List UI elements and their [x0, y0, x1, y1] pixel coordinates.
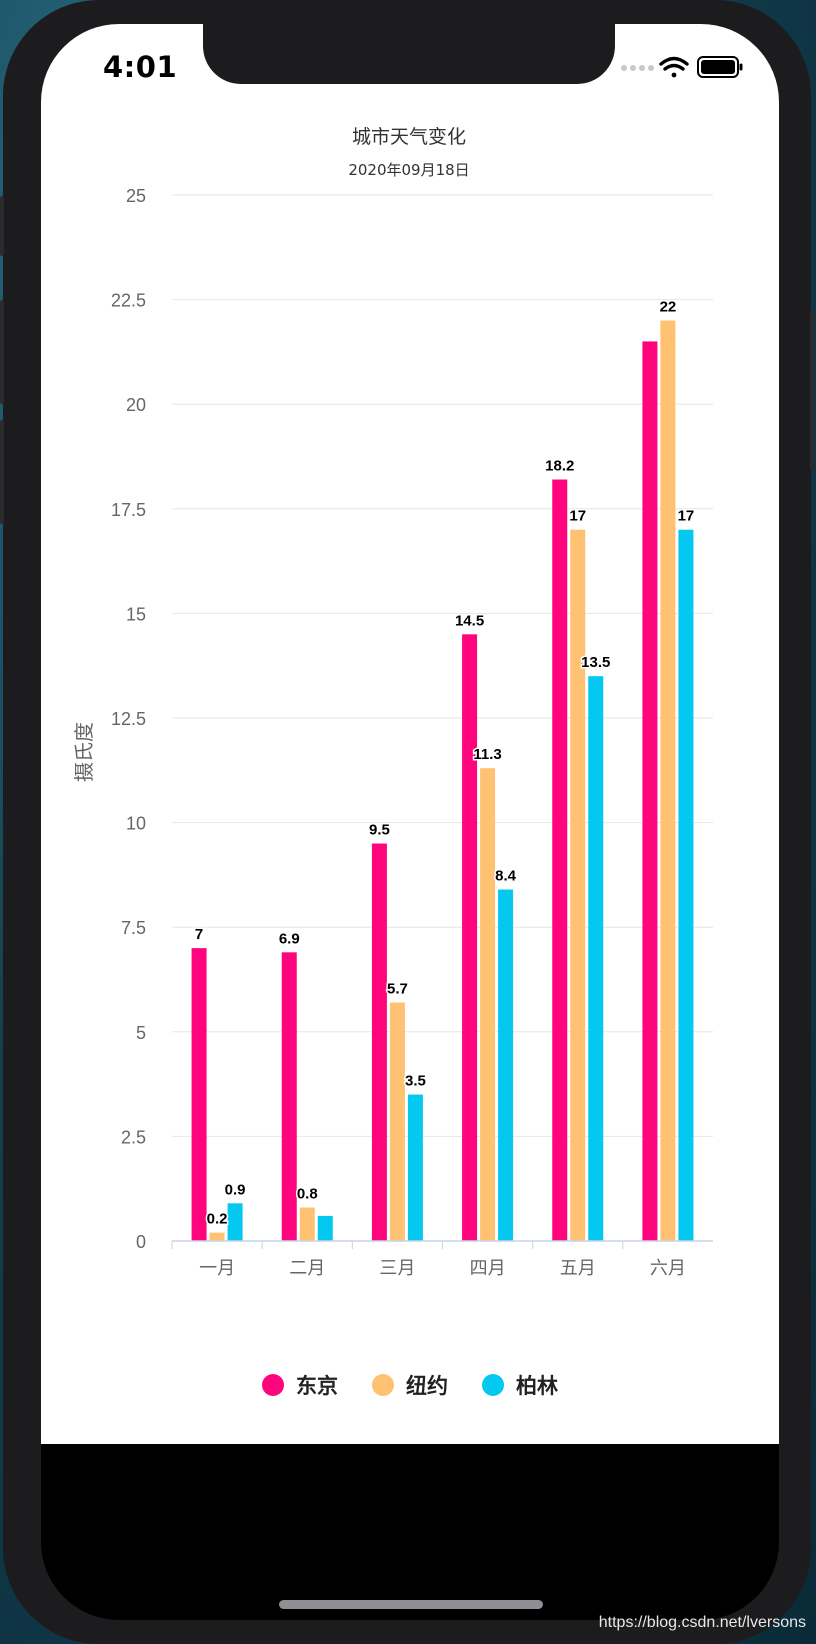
data-label: 22: [660, 299, 677, 316]
bar[interactable]: [191, 948, 207, 1241]
data-label: 8.4: [495, 868, 517, 885]
legend-label-newyork: 纽约: [406, 1374, 448, 1398]
legend-item-berlin[interactable]: 柏林: [482, 1370, 558, 1400]
data-label: 18.2: [545, 458, 574, 475]
x-tick-label: 三月: [379, 1258, 415, 1279]
y-tick-label: 15: [126, 604, 146, 624]
bar[interactable]: [552, 479, 568, 1242]
data-label: 0.2: [207, 1211, 228, 1228]
y-tick-label: 0: [136, 1232, 146, 1252]
battery-icon: [697, 56, 743, 78]
status-time: 4:01: [103, 50, 178, 84]
data-label: 3.5: [405, 1073, 426, 1090]
legend-dot-tokyo: [262, 1374, 284, 1396]
bar[interactable]: [678, 529, 694, 1241]
data-label: 17: [569, 508, 586, 525]
bar[interactable]: [660, 320, 676, 1241]
legend-label-berlin: 柏林: [516, 1374, 558, 1398]
screen: 城市天气变化 2020年09月18日 摄氏度 7 0.2 0.9 6.9 0.8 9.5 5…: [41, 24, 779, 1620]
data-label: 0.9: [225, 1181, 246, 1198]
volume-up-button: [0, 300, 4, 404]
data-label: 11.3: [473, 746, 501, 763]
axes: 0 2.5 5 7.5 10 12.5 15 17.5 20 22.5 25 一月 二月 三月 四月 五月 六月: [111, 186, 713, 1279]
home-indicator[interactable]: [279, 1600, 543, 1609]
y-tick-label: 7.5: [121, 918, 146, 938]
y-axis-label: 摄氏度: [72, 722, 96, 782]
chart-legend: 东京 纽约 柏林: [41, 1370, 779, 1400]
cellular-signal-icon: [621, 65, 654, 71]
bar-chart: 城市天气变化 2020年09月18日 摄氏度 7 0.2 0.9 6.9 0.8 9.5 5…: [72, 126, 713, 1279]
bar[interactable]: [570, 529, 586, 1241]
data-labels: 7 0.2 0.9 6.9 0.8 9.5 5.7 3.5 14.5 11.3 8.4 18.2 17 1…: [193, 297, 695, 1229]
bar[interactable]: [407, 1094, 423, 1241]
bar[interactable]: [480, 768, 496, 1241]
app-content: 城市天气变化 2020年09月18日 摄氏度 7 0.2 0.9 6.9 0.8 9.5 5…: [41, 24, 779, 1444]
y-tick-label: 20: [126, 395, 146, 415]
x-tick-label: 五月: [560, 1258, 596, 1279]
mute-switch: [0, 196, 4, 256]
power-button: [810, 310, 814, 470]
data-label: 9.5: [369, 822, 390, 839]
y-tick-label: 12.5: [111, 709, 146, 729]
watermark: https://blog.csdn.net/lversons: [598, 1614, 806, 1631]
legend-label-tokyo: 东京: [296, 1374, 338, 1398]
bar[interactable]: [281, 952, 297, 1241]
bar[interactable]: [299, 1207, 315, 1241]
bar[interactable]: [498, 889, 514, 1241]
wifi-icon: [659, 56, 689, 78]
chart-title: 城市天气变化: [352, 126, 466, 148]
chart-subtitle: 2020年09月18日: [348, 161, 469, 179]
y-tick-label: 2.5: [121, 1127, 146, 1147]
bar[interactable]: [371, 843, 387, 1241]
bar[interactable]: [209, 1232, 225, 1241]
x-tick-label: 六月: [650, 1258, 686, 1279]
bar[interactable]: [642, 341, 658, 1241]
data-label: 17: [678, 508, 695, 525]
x-tick-label: 二月: [289, 1258, 325, 1279]
legend-dot-newyork: [372, 1374, 394, 1396]
y-tick-label: 25: [126, 186, 146, 206]
bar[interactable]: [389, 1002, 405, 1241]
data-label: 5.7: [387, 981, 408, 998]
data-label: 0.8: [297, 1186, 318, 1203]
bar[interactable]: [588, 676, 604, 1241]
volume-down-button: [0, 420, 4, 524]
bar[interactable]: [462, 634, 478, 1241]
data-label: 6.9: [279, 930, 300, 947]
grid-lines: [172, 194, 713, 1137]
x-tick-label: 四月: [470, 1258, 506, 1279]
status-icons: [621, 56, 743, 86]
bar[interactable]: [317, 1215, 333, 1241]
bar[interactable]: [227, 1203, 243, 1241]
y-tick-label: 10: [126, 814, 146, 834]
data-label: 7: [195, 926, 203, 943]
data-label: 13.5: [581, 654, 610, 671]
legend-item-tokyo[interactable]: 东京: [262, 1370, 338, 1400]
y-tick-label: 17.5: [111, 500, 146, 520]
legend-item-newyork[interactable]: 纽约: [372, 1370, 448, 1400]
notch: [203, 24, 615, 84]
y-tick-label: 22.5: [111, 291, 146, 311]
y-tick-label: 5: [136, 1023, 146, 1043]
bars: [191, 320, 694, 1242]
x-tick-label: 一月: [199, 1258, 235, 1279]
data-label: 14.5: [455, 612, 484, 629]
legend-dot-berlin: [482, 1374, 504, 1396]
